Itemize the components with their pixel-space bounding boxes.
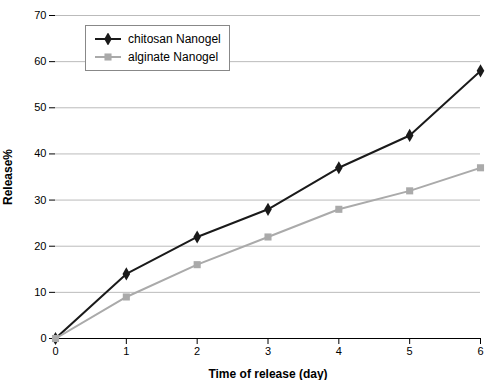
svg-text:0: 0 — [40, 332, 46, 344]
svg-text:6: 6 — [477, 345, 483, 357]
html-text:chitosan Nanogel: chitosan Nanogel — [128, 32, 221, 46]
svg-text:30: 30 — [34, 194, 46, 206]
svg-text:60: 60 — [34, 55, 46, 67]
svg-text:2: 2 — [194, 345, 200, 357]
svg-text:1: 1 — [123, 345, 129, 357]
svg-text:5: 5 — [407, 345, 413, 357]
svg-text:Release%: Release% — [1, 149, 15, 205]
svg-text:20: 20 — [34, 240, 46, 252]
svg-text:4: 4 — [336, 345, 342, 357]
html-text:alginate Nanogel: alginate Nanogel — [128, 50, 219, 64]
svg-text:3: 3 — [265, 345, 271, 357]
svg-text:70: 70 — [34, 9, 46, 21]
svg-text:50: 50 — [34, 101, 46, 113]
svg-text:10: 10 — [34, 286, 46, 298]
svg-text:40: 40 — [34, 147, 46, 159]
svg-text:Time of release (day): Time of release (day) — [208, 367, 327, 380]
svg-text:0: 0 — [52, 345, 58, 357]
